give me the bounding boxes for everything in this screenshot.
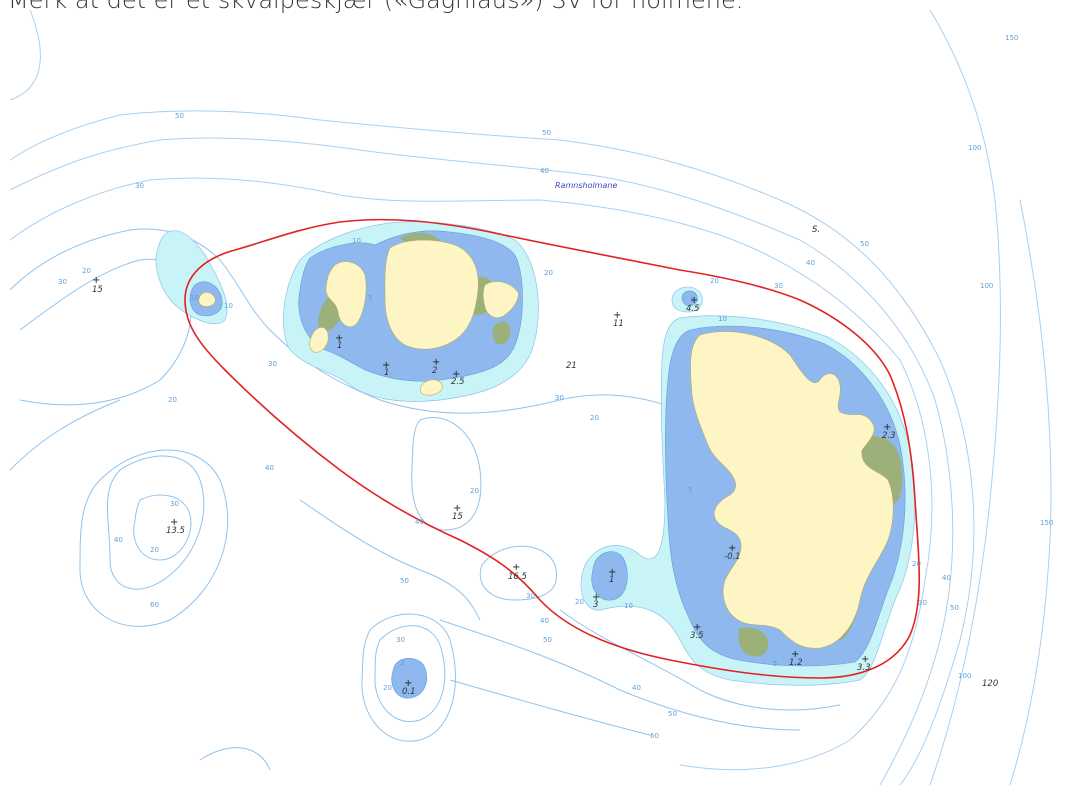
contour-label: 100	[980, 282, 993, 290]
land-areas	[198, 239, 894, 649]
contour-label: 50	[400, 577, 409, 585]
contour-label: 5	[688, 486, 692, 494]
contour-label: 40	[114, 536, 123, 544]
contour-label: 10	[224, 302, 233, 310]
sounding-cross: +	[170, 517, 178, 528]
contour-label: 20	[575, 598, 584, 606]
contour-label: 60	[650, 732, 659, 740]
sounding-depth: 0.1	[402, 687, 416, 697]
sounding-depth: 3.5	[690, 631, 704, 641]
contour-label: 30	[918, 599, 927, 607]
sounding-depth: S.	[812, 225, 820, 235]
sounding-cross: +	[453, 503, 461, 514]
contour-label: 10	[624, 602, 633, 610]
contour-label: 30	[526, 592, 535, 600]
contour-labels: 50 50 40 30 30 20 20 20 10 10 5 5 5 10 2…	[58, 34, 1053, 740]
sounding-depth: 15	[92, 285, 103, 295]
contour-label: 10	[718, 315, 727, 323]
contour-label: 30	[135, 182, 144, 190]
sounding-cross: +	[608, 567, 616, 578]
sounding-depth: 4.5	[686, 304, 700, 314]
contour-label: 50	[175, 112, 184, 120]
contour-label: 30	[268, 360, 277, 368]
sounding-depth: -0.1	[724, 552, 741, 562]
contour-label: 40	[540, 617, 549, 625]
contour-label: 40	[942, 574, 951, 582]
contour-label: 20	[590, 414, 599, 422]
sounding-depth: 2.3	[882, 431, 896, 441]
contour-label: 30	[170, 500, 179, 508]
contour-label: 50	[668, 710, 677, 718]
contour-label: 20	[710, 277, 719, 285]
contour-label: 40	[806, 259, 815, 267]
contour-label: 100	[958, 672, 971, 680]
sounding-cross: +	[693, 622, 701, 633]
contour-label: 20	[168, 396, 177, 404]
sounding-depth: 1	[609, 575, 614, 585]
contour-label: 100	[968, 144, 981, 152]
map-caption: Merk at det er et skvalpeskjær («Gagnlau…	[8, 0, 744, 14]
contour-label: 20	[912, 560, 921, 568]
place-label-ramnsholmane: Ramnsholmane	[555, 181, 617, 190]
contour-label: 20	[544, 269, 553, 277]
contour-label: 5	[773, 660, 777, 668]
contour-label: 30	[58, 278, 67, 286]
contour-label: 5	[368, 294, 372, 302]
sounding-cross: +	[404, 678, 412, 689]
sounding-cross: +	[335, 333, 343, 344]
sounding-depth: 1	[337, 341, 342, 351]
sounding-depth: 3.3	[857, 663, 871, 673]
sounding-cross: +	[92, 275, 100, 286]
sounding-cross: +	[791, 649, 799, 660]
sounding-depth: 13.5	[166, 526, 185, 536]
contour-label: 30	[396, 636, 405, 644]
sounding-depth: 11	[613, 319, 624, 329]
contour-label: 30	[555, 394, 564, 402]
contour-label: 50	[950, 604, 959, 612]
sounding-cross: +	[690, 295, 698, 306]
contour-label: 20	[82, 267, 91, 275]
sounding-cross: +	[512, 562, 520, 573]
sounding-depth: 3	[593, 600, 598, 610]
contour-label: 20	[150, 546, 159, 554]
contour-label: 50	[542, 129, 551, 137]
sounding-cross: +	[432, 357, 440, 368]
contour-label: 3	[400, 659, 404, 667]
contour-label: 40	[540, 167, 549, 175]
contour-label: 30	[774, 282, 783, 290]
sounding-depth: 120	[982, 679, 998, 689]
contour-label: 150	[1005, 34, 1018, 42]
sounding-cross: +	[452, 369, 460, 380]
sounding-cross: +	[592, 592, 600, 603]
sounding-depth: 16.5	[508, 572, 527, 582]
contour-label: 50	[543, 636, 552, 644]
sounding-cross: +	[613, 310, 621, 321]
sounding-depth: 15	[452, 512, 463, 522]
contour-label: 150	[1040, 519, 1053, 527]
contour-label: 5	[690, 296, 694, 304]
sounding-depth: 2	[432, 366, 437, 376]
contour-label: 10	[352, 237, 361, 245]
contour-label: 40	[632, 684, 641, 692]
contour-label: 10	[190, 294, 199, 302]
contour-label: 20	[383, 684, 392, 692]
sounding-depth: 1.2	[789, 658, 803, 668]
sounding-cross: +	[382, 360, 390, 371]
sounding-depth: 1	[384, 368, 389, 378]
boundary-outline	[184, 218, 921, 679]
sounding-depth: 2.5	[451, 377, 465, 387]
soundings: + 15 + 1 + 1 + 2 + 2.5 + 11 + 4.5 21 + 2…	[92, 225, 998, 697]
contour-label: 40	[265, 464, 274, 472]
sounding-cross: +	[728, 543, 736, 554]
sounding-cross: +	[861, 654, 869, 665]
sounding-depth: 21	[566, 361, 577, 371]
contour-label: 50	[860, 240, 869, 248]
contour-label: 40	[415, 518, 424, 526]
contour-label: 60	[150, 601, 159, 609]
sounding-cross: +	[883, 422, 891, 433]
contour-label: 20	[470, 487, 479, 495]
contour-lines	[9, 9, 1052, 785]
